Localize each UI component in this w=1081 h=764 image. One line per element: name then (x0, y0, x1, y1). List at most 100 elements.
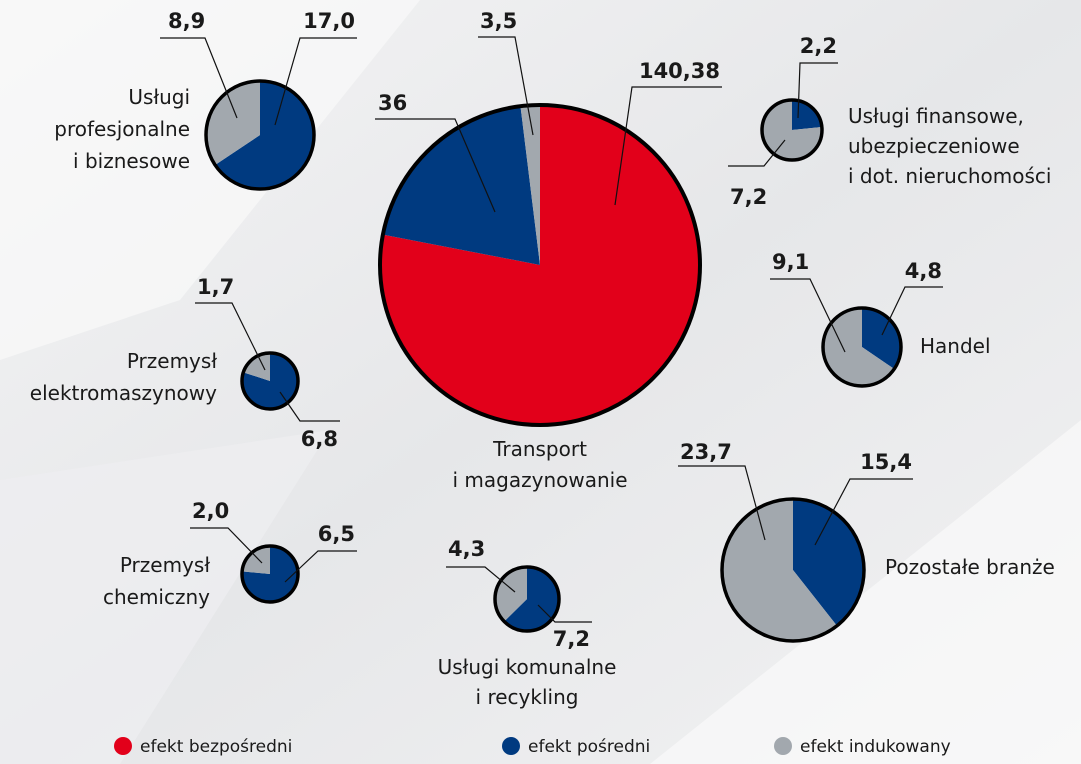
value-label: 17,0 (303, 9, 355, 33)
leader-line (446, 566, 516, 593)
pie-title-line: i dot. nieruchomości (848, 164, 1051, 188)
value-label: 6,5 (318, 522, 355, 546)
leader-line (614, 86, 722, 206)
pie-slice (761, 100, 822, 160)
pie-outline (821, 306, 903, 388)
pie-title: Usługi komunalne i recykling (438, 655, 617, 709)
leader-line (814, 478, 913, 546)
leader-line (279, 391, 340, 422)
value-label: 2,0 (192, 499, 229, 523)
value-label: 9,1 (772, 250, 809, 274)
value-label: 7,2 (553, 627, 590, 651)
value-label: 4,8 (905, 259, 942, 283)
pie: 2,2 7,2 Usługi finansowe, ubezpieczeniowe i … (728, 34, 1051, 209)
leader-line (160, 37, 238, 119)
pie-slice (382, 106, 540, 265)
value-label: 36 (378, 91, 407, 115)
pie-title-line: i biznesowe (73, 149, 190, 173)
value-label: 4,3 (448, 537, 485, 561)
pie-title-line: Pozostałe branże (885, 555, 1055, 579)
pie: 140,38 36 3,5 Transport i magazynowanie (375, 9, 722, 492)
pie-title-line: Usługi finansowe, (848, 104, 1024, 128)
leader-line (881, 286, 943, 336)
value-label: 15,4 (860, 450, 912, 474)
pie: 17,0 8,9 Usługi profesjonalne i biznesowe (54, 9, 357, 191)
pie-title-line: Transport (492, 437, 587, 461)
pie-title-line: profesjonalne (54, 117, 190, 141)
pie-title-line: i recykling (476, 685, 579, 709)
pie-slice (205, 81, 260, 165)
pie: 6,8 1,7 Przemysł elektromaszynowy (30, 275, 340, 451)
legend-swatch (114, 737, 132, 755)
pie: 6,5 2,0 Przemysł chemiczny (103, 499, 357, 609)
value-label: 3,5 (480, 9, 517, 33)
pie-title: Usługi profesjonalne i biznesowe (54, 85, 190, 173)
pie-slice (243, 353, 270, 381)
pie-outline (493, 565, 561, 633)
value-label: 6,8 (301, 427, 338, 451)
pie-title: Handel (920, 334, 991, 358)
legend-label: efekt indukowany (800, 737, 951, 757)
pie-slice (215, 81, 314, 189)
leader-line (190, 527, 263, 564)
pie-title: Pozostałe branże (885, 555, 1055, 579)
pie-outline (760, 98, 824, 162)
leader-line (478, 36, 534, 136)
background-shape (650, 420, 1081, 764)
pie-title-line: ubezpieczeniowe (848, 134, 1020, 158)
legend-swatch (502, 737, 520, 755)
background-shape (0, 430, 330, 764)
pie-slice (520, 105, 540, 265)
pie-slice (822, 308, 895, 386)
pie-slice (494, 567, 527, 622)
pie-slice (242, 546, 270, 574)
leader-line (770, 278, 846, 353)
pie-title: Przemysł elektromaszynowy (30, 349, 218, 405)
value-label: 7,2 (730, 185, 767, 209)
pie-slice (504, 567, 559, 631)
value-label: 23,7 (680, 440, 732, 464)
pie-outline (378, 103, 702, 427)
pie-title: Przemysł chemiczny (103, 553, 210, 609)
leader-line (274, 37, 357, 126)
pie-title: Usługi finansowe, ubezpieczeniowe i dot. n… (848, 104, 1051, 188)
pie-slice (242, 353, 299, 410)
legend-swatch (774, 737, 792, 755)
pie: 4,8 9,1 Handel (770, 250, 991, 388)
legend-label: efekt bezpośredni (140, 737, 292, 757)
pie-outline (720, 497, 866, 643)
pie-title-line: chemiczny (103, 585, 210, 609)
pie-title-line: Przemysł (127, 349, 217, 373)
leader-line (728, 139, 786, 167)
pie: 7,2 4,3 Usługi komunalne i recykling (438, 537, 617, 709)
background-shape (0, 0, 420, 360)
legend-label: efekt pośredni (528, 737, 650, 757)
value-label: 1,7 (197, 275, 234, 299)
pie-outline (240, 351, 300, 411)
pie-title-line: Handel (920, 334, 991, 358)
leader-line (375, 118, 496, 213)
value-label: 8,9 (168, 9, 205, 33)
leader-line (195, 302, 266, 371)
pie-slice (242, 546, 299, 603)
value-label: 2,2 (800, 34, 837, 58)
leader-line (537, 604, 592, 623)
pie-outline (240, 544, 300, 604)
pie-title: Transport i magazynowanie (453, 437, 628, 492)
pie-title-line: Usługi (128, 85, 190, 109)
pie-outline (204, 79, 316, 191)
pie-slice (721, 499, 837, 641)
pie-slice (793, 499, 864, 626)
pie: 15,4 23,7 Pozostałe branże (678, 440, 1055, 643)
leader-line (797, 62, 838, 119)
pie-title-line: Przemysł (120, 553, 210, 577)
leader-line (284, 550, 357, 583)
pie-title-line: i magazynowanie (453, 468, 628, 492)
pie-title-line: Usługi komunalne (438, 655, 617, 679)
leader-line (678, 465, 766, 541)
value-label: 140,38 (639, 59, 720, 83)
pie-slice (792, 100, 822, 130)
pie-title-line: elektromaszynowy (30, 381, 217, 405)
